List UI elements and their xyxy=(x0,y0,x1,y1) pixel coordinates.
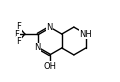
Text: F: F xyxy=(16,22,21,31)
Text: F: F xyxy=(14,30,19,39)
Text: NH: NH xyxy=(80,30,92,39)
Text: N: N xyxy=(34,43,41,52)
Text: F: F xyxy=(16,37,21,46)
Text: N: N xyxy=(47,23,53,32)
Text: OH: OH xyxy=(43,62,56,71)
